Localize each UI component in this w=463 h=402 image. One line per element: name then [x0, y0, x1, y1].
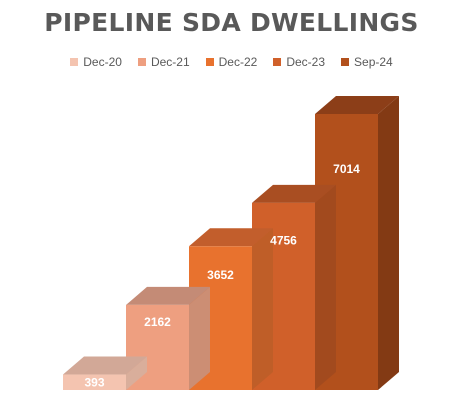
legend-item-dec-20: Dec-20 [70, 55, 122, 69]
legend-item-dec-22: Dec-22 [205, 55, 258, 69]
bar-side-face [315, 184, 336, 390]
legend-swatch [341, 58, 350, 66]
legend-label: Dec-22 [218, 55, 258, 69]
legend-item-sep-24: Sep-24 [341, 55, 393, 69]
legend-label: Dec-20 [83, 55, 122, 69]
legend-label: Sep-24 [354, 55, 393, 69]
bar-top-face [252, 184, 336, 203]
legend-swatch [273, 58, 282, 66]
bar-side-face [126, 356, 147, 390]
legend-swatch [137, 58, 146, 66]
bar-side-face [189, 286, 210, 390]
bar-side-face [378, 96, 399, 390]
legend-label: Dec-23 [286, 55, 326, 69]
legend-item-dec-23: Dec-23 [273, 55, 325, 69]
bar-top-face [63, 356, 147, 375]
legend-swatch [205, 58, 214, 66]
bar-dec-20 [63, 374, 126, 390]
legend-label: Dec-21 [150, 55, 190, 69]
bar-top-face [315, 96, 399, 114]
bar-top-face [189, 228, 273, 247]
bar-top-face [126, 286, 210, 305]
data-label: 393 [84, 375, 104, 389]
legend-item-dec-21: Dec-21 [137, 55, 190, 69]
data-label: 4756 [270, 233, 297, 247]
data-label: 3652 [207, 268, 234, 282]
data-label: 2162 [144, 315, 171, 329]
chart-title: PIPELINE SDA DWELLINGS [44, 8, 419, 37]
data-label: 7014 [333, 162, 360, 176]
legend-swatch [70, 58, 79, 66]
bar-side-face [252, 228, 273, 390]
chart-legend: Dec-20 Dec-21 Dec-22 Dec-23 Sep-24 [0, 55, 463, 69]
